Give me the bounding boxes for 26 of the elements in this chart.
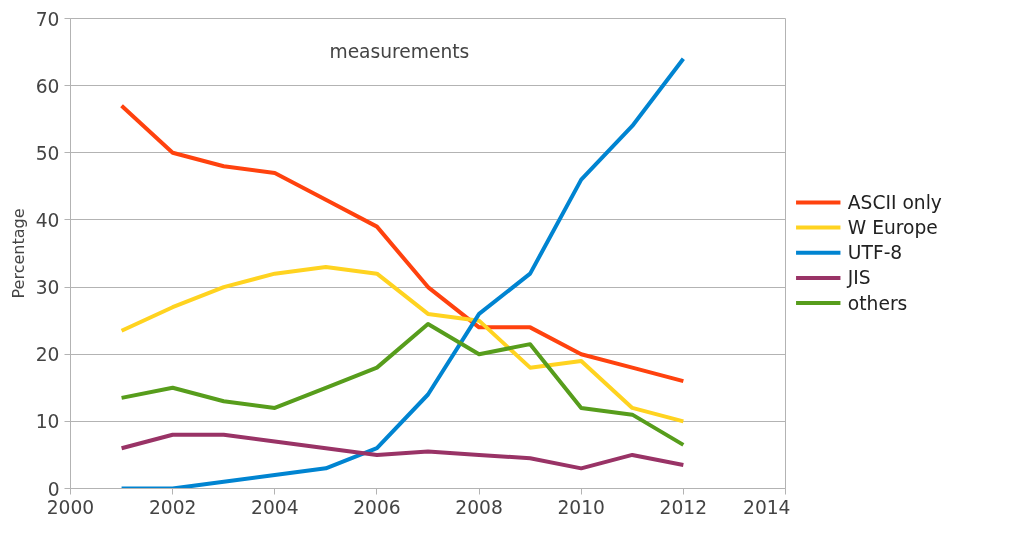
y-tick-label: 50 bbox=[35, 142, 60, 164]
legend-label: UTF-8 bbox=[847, 242, 903, 264]
line-series bbox=[119, 56, 686, 489]
y-tick-label: 60 bbox=[35, 75, 60, 97]
x-tick-label: 2010 bbox=[557, 496, 605, 518]
y-tick-label: 10 bbox=[35, 411, 60, 433]
x-tick-label: 2012 bbox=[659, 496, 708, 518]
y-tick-label: 70 bbox=[35, 8, 60, 30]
x-tick-label: 2008 bbox=[455, 496, 503, 518]
legend-label: others bbox=[847, 292, 908, 314]
y-tick-label: 30 bbox=[35, 277, 60, 299]
line-series bbox=[119, 322, 686, 447]
line-series bbox=[119, 264, 686, 424]
y-tick-label: 40 bbox=[35, 209, 60, 231]
x-tick-label: 2006 bbox=[353, 496, 401, 518]
line-series bbox=[119, 103, 686, 384]
legend-label: JIS bbox=[846, 267, 871, 289]
y-axis-title: Percentage bbox=[8, 208, 28, 299]
y-tick-label: 20 bbox=[35, 344, 60, 366]
x-tick-label: 2014 bbox=[743, 496, 791, 518]
annotation: measurements bbox=[329, 40, 470, 62]
legend-label: W Europe bbox=[847, 217, 938, 239]
legend-label: ASCII only bbox=[847, 191, 942, 213]
line-series bbox=[119, 432, 686, 471]
x-tick-label: 2002 bbox=[148, 496, 197, 518]
x-tick-label: 2004 bbox=[251, 496, 299, 518]
